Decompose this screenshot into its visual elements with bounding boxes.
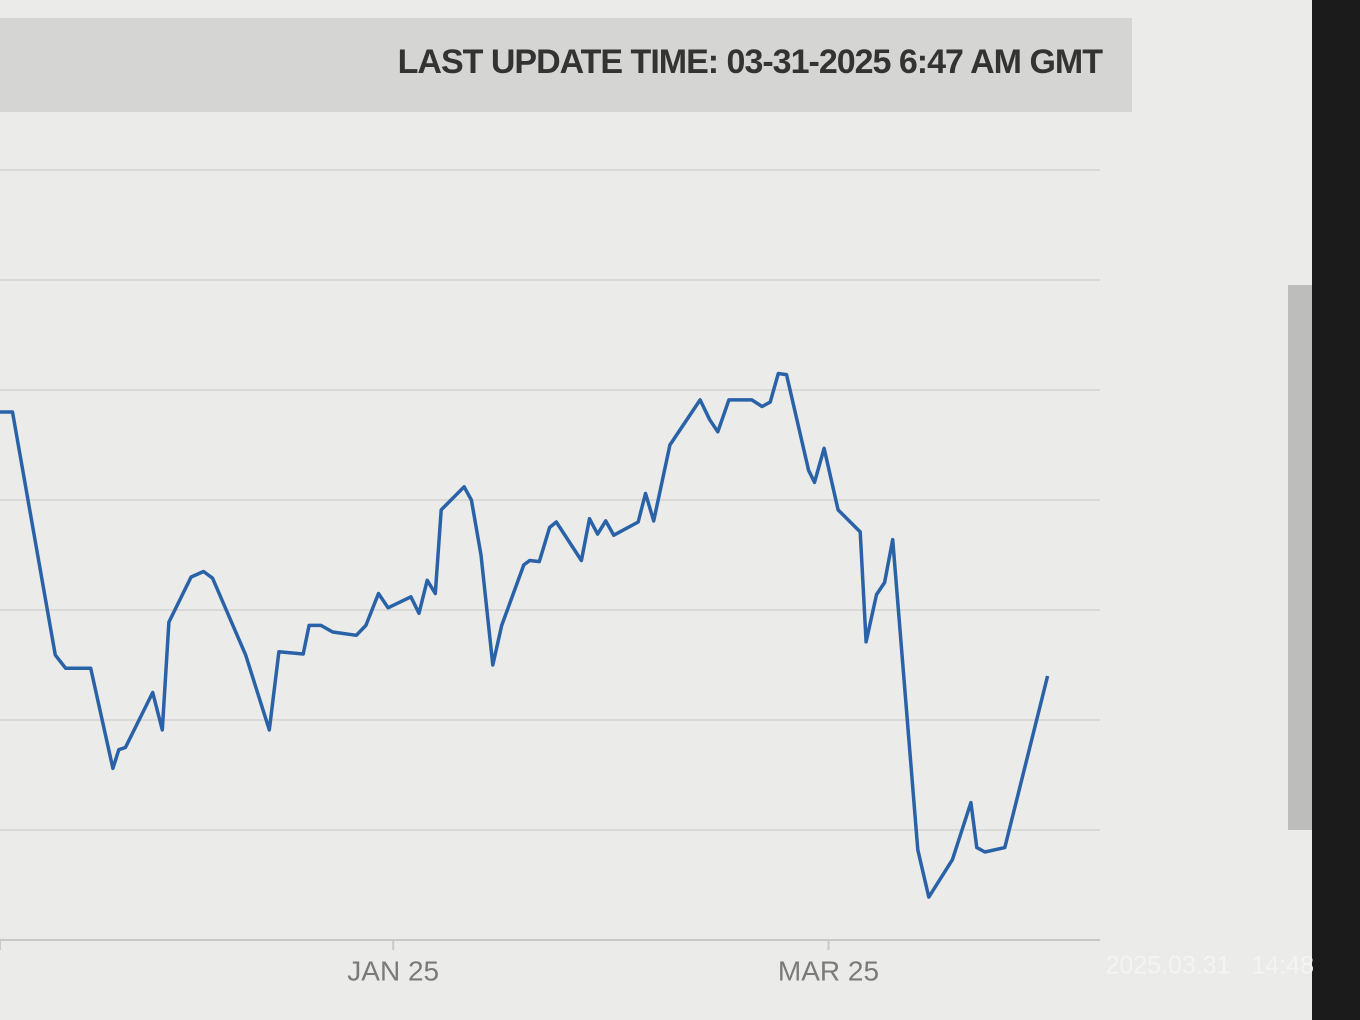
chart-title: LAST UPDATE TIME: 03-31-2025 6:47 AM GMT	[398, 43, 1104, 81]
header-band	[0, 18, 1132, 112]
data-line	[0, 371, 1050, 899]
x-tick-label: JAN 25	[347, 955, 439, 986]
screen-bezel	[1312, 0, 1360, 1020]
x-tick-label: MAR 25	[778, 955, 879, 986]
camera-timestamp: 2025.03.31 14:48	[1105, 952, 1314, 980]
